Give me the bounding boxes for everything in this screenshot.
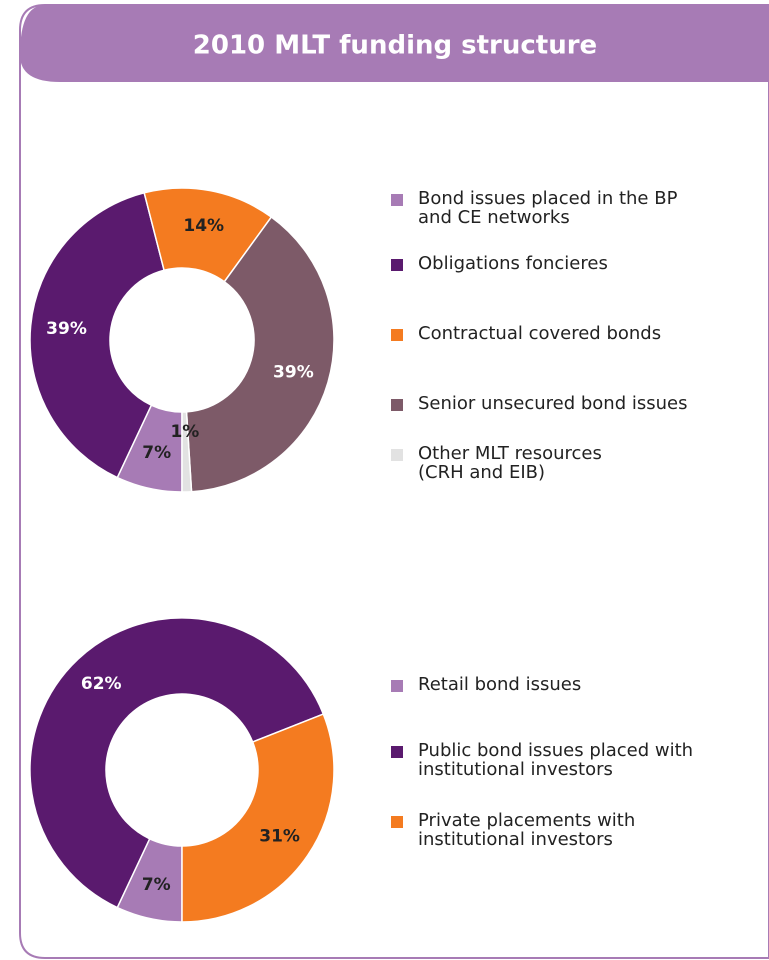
donut-slice xyxy=(185,215,335,493)
legend-label: Private placements with institutional in… xyxy=(418,810,636,850)
data-label: 1% xyxy=(170,422,199,442)
data-label: 31% xyxy=(259,826,300,846)
legend-label: Other MLT resources (CRH and EIB) xyxy=(418,443,602,483)
legend-swatch xyxy=(391,329,403,341)
legend-swatch xyxy=(391,449,403,461)
legend-swatch xyxy=(391,680,403,692)
donut-slice xyxy=(29,191,166,479)
legend-swatch xyxy=(391,816,403,828)
legend-swatch xyxy=(391,259,403,271)
data-label: 62% xyxy=(81,674,122,694)
donut-slice xyxy=(143,187,273,283)
data-label: 7% xyxy=(142,875,171,895)
header-band xyxy=(20,5,769,82)
legend-label: Obligations foncieres xyxy=(418,253,608,274)
donut-slice xyxy=(29,617,325,909)
legend-label: Senior unsecured bond issues xyxy=(418,393,688,414)
data-label: 7% xyxy=(142,443,171,463)
data-label: 39% xyxy=(46,319,87,339)
legend-label: Retail bond issues xyxy=(418,674,582,695)
data-label: 14% xyxy=(183,216,224,236)
donut-slice xyxy=(181,411,193,493)
chart-title: 2010 MLT funding structure xyxy=(193,31,597,61)
legend-swatch xyxy=(391,194,403,206)
legend-label: Public bond issues placed with instituti… xyxy=(418,740,694,780)
legend-label: Contractual covered bonds xyxy=(418,323,662,344)
legend-label: Bond issues placed in the BP and CE netw… xyxy=(418,188,678,228)
legend-swatch xyxy=(391,399,403,411)
data-label: 39% xyxy=(273,362,314,382)
legend-swatch xyxy=(391,746,403,758)
donut-slice xyxy=(181,713,335,923)
